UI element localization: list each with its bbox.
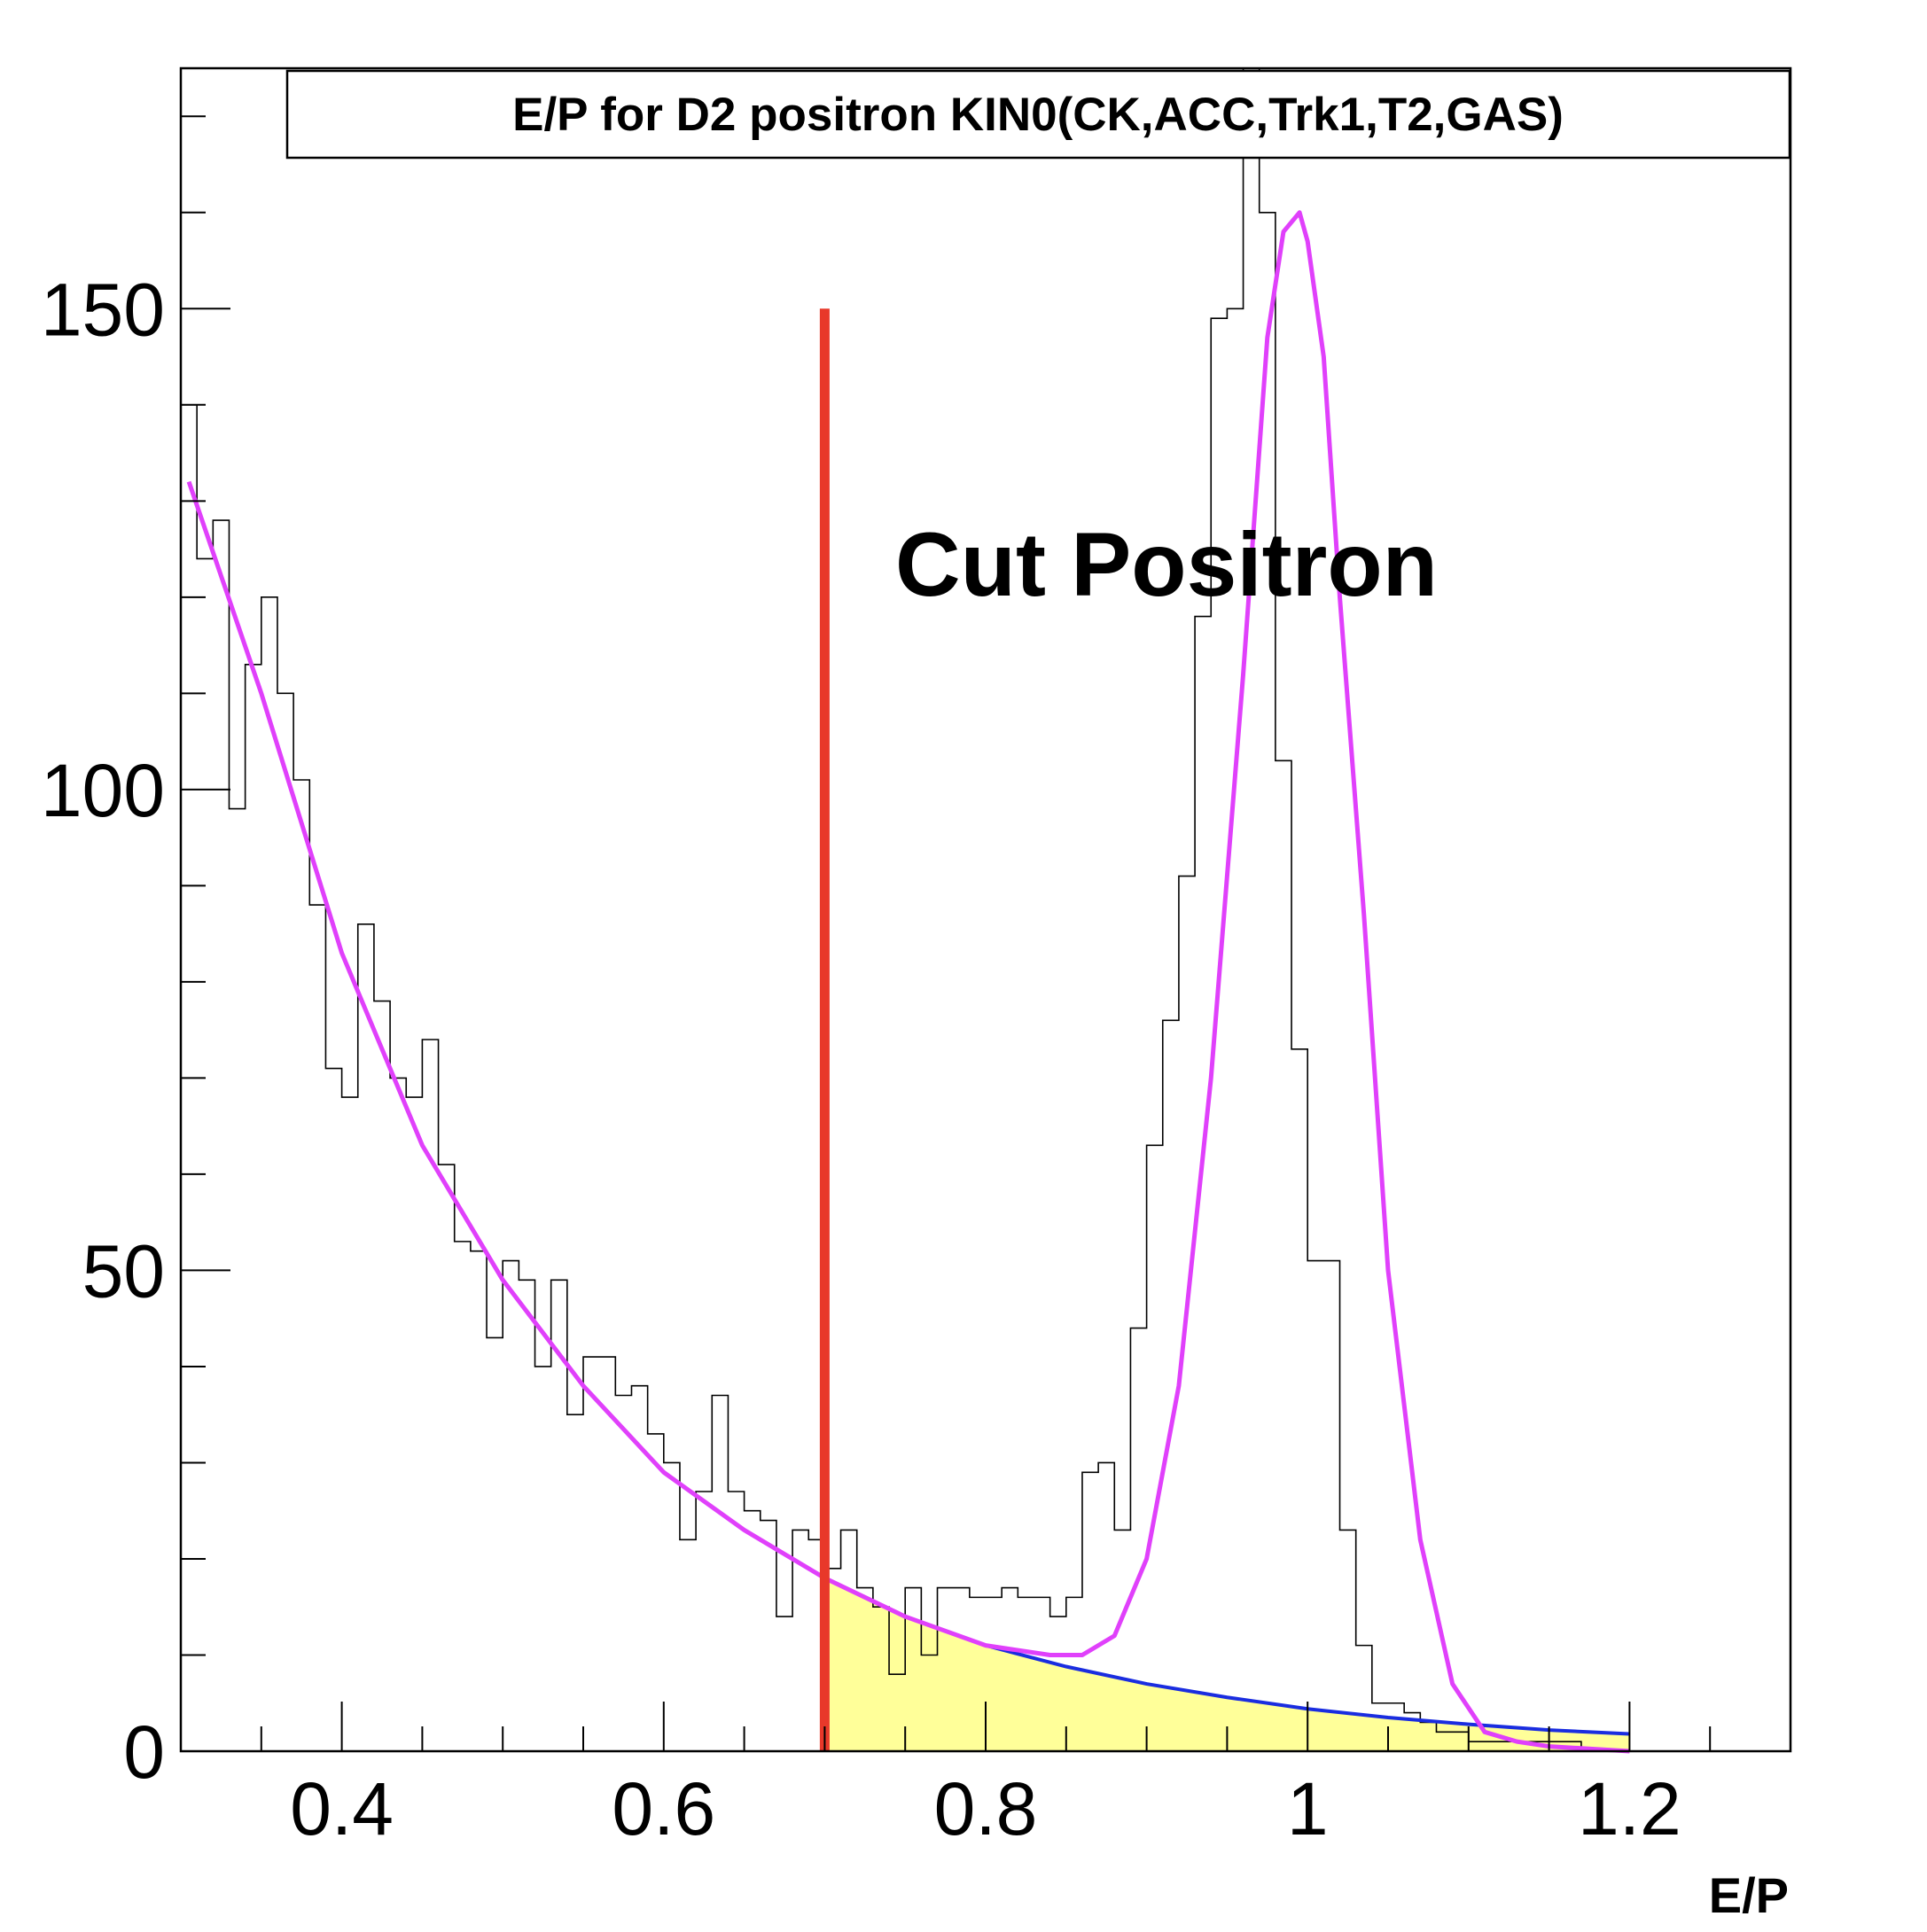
x-tick-label: 1.2 xyxy=(1578,1767,1681,1850)
y-tick-label: 100 xyxy=(41,749,165,832)
cut-positron-annotation: Cut Positron xyxy=(895,514,1438,615)
title-box xyxy=(285,69,1791,160)
x-axis-title: E/P xyxy=(1709,1867,1789,1923)
histogram-layer xyxy=(181,67,1598,1752)
fit-layer xyxy=(186,210,1630,1754)
x-tick-label: 0.8 xyxy=(934,1767,1038,1850)
x-tick-label: 0.6 xyxy=(612,1767,715,1850)
shaded-region-layer xyxy=(824,1578,1630,1751)
y-tick-label: 0 xyxy=(123,1710,165,1794)
x-tick-label: 0.4 xyxy=(290,1767,394,1850)
chart-title: E/P for D2 positron KIN0(CK,ACC,Trk1,T2,… xyxy=(512,89,1564,141)
background-shaded-area xyxy=(824,1578,1630,1751)
y-tick-label: 150 xyxy=(41,268,165,351)
axis-layer: 0.4 0.6 0.8 1 1.2 0 50 100 150 xyxy=(41,115,1712,1850)
histogram-step-line xyxy=(181,67,1598,1752)
y-tick-label: 50 xyxy=(82,1229,165,1313)
total-fit-curve xyxy=(186,210,1630,1754)
x-tick-label: 1 xyxy=(1287,1767,1329,1850)
